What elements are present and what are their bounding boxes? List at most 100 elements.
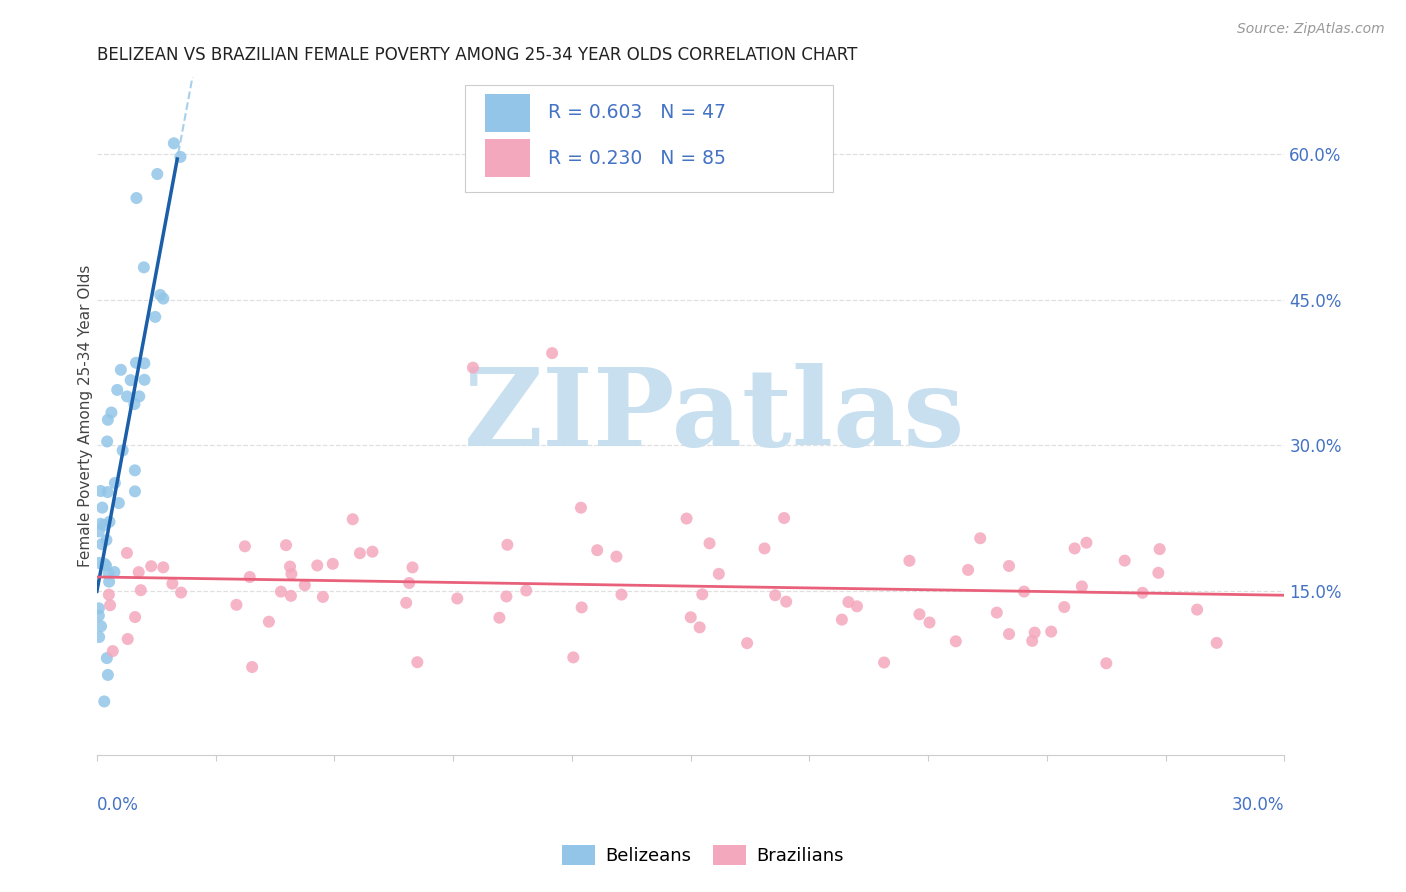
Point (124, 484, 146, 499)
Point (278, 559, 301, 574)
Point (90, 619, 112, 633)
Point (986, 606, 1008, 620)
Point (128, 389, 150, 403)
Point (111, 443, 134, 458)
Point (495, 590, 517, 604)
Point (1147, 566, 1170, 580)
Point (132, 260, 155, 275)
Point (257, 615, 280, 629)
Point (1132, 586, 1154, 600)
Point (1040, 624, 1063, 639)
FancyBboxPatch shape (465, 85, 834, 192)
Point (969, 531, 991, 545)
Point (312, 590, 335, 604)
Point (837, 595, 859, 609)
Point (342, 512, 364, 526)
Point (707, 566, 730, 581)
Text: ZIPatlas: ZIPatlas (464, 363, 965, 469)
Point (143, 310, 166, 324)
Point (270, 584, 292, 599)
Point (104, 476, 127, 491)
Point (1205, 636, 1227, 650)
Point (87, 556, 110, 570)
Point (125, 191, 148, 205)
Legend: Belizeans, Brazilians: Belizeans, Brazilians (555, 838, 851, 872)
Point (610, 588, 633, 602)
Point (845, 599, 868, 614)
Point (152, 560, 174, 574)
Point (91, 500, 114, 515)
Point (149, 288, 172, 302)
Point (90, 483, 112, 498)
Point (89, 516, 111, 531)
Point (128, 565, 150, 579)
Point (98, 574, 121, 589)
Point (94, 558, 117, 573)
Point (541, 346, 564, 360)
Y-axis label: Female Poverty Among 25-34 Year Olds: Female Poverty Among 25-34 Year Olds (79, 265, 93, 567)
Point (349, 546, 371, 560)
Point (170, 585, 193, 599)
Point (93, 518, 115, 533)
Point (689, 620, 711, 634)
Point (108, 496, 131, 510)
Point (163, 136, 186, 151)
Point (97, 668, 120, 682)
Point (401, 560, 423, 574)
Point (361, 544, 384, 558)
Point (97, 413, 120, 427)
Point (152, 292, 174, 306)
Point (96, 434, 118, 449)
Point (562, 650, 585, 665)
Point (240, 660, 263, 674)
Point (103, 565, 125, 579)
Point (873, 656, 896, 670)
Point (96, 651, 118, 665)
Point (225, 598, 247, 612)
Point (461, 360, 484, 375)
Point (322, 557, 344, 571)
Point (100, 405, 122, 419)
Point (675, 511, 697, 525)
Point (87, 608, 110, 623)
Point (120, 373, 142, 387)
Point (124, 610, 146, 624)
Point (280, 589, 302, 603)
Point (1076, 535, 1098, 549)
Point (679, 610, 702, 624)
Point (1114, 554, 1136, 568)
Point (233, 539, 256, 553)
Point (87, 601, 110, 615)
Point (97, 485, 120, 500)
Point (169, 150, 191, 164)
Point (90, 537, 112, 551)
Point (125, 356, 148, 370)
Point (569, 500, 592, 515)
Point (97, 588, 120, 602)
Point (908, 607, 931, 622)
Point (134, 356, 156, 370)
Point (93, 694, 115, 708)
Point (105, 383, 128, 397)
Point (239, 570, 262, 584)
Point (89, 630, 111, 644)
Point (129, 583, 152, 598)
Point (1070, 579, 1092, 593)
Point (1185, 602, 1208, 616)
Point (763, 588, 786, 602)
Point (93, 557, 115, 571)
Text: R = 0.603   N = 47: R = 0.603 N = 47 (548, 103, 725, 122)
Text: R = 0.230   N = 85: R = 0.230 N = 85 (548, 149, 725, 168)
Point (586, 543, 609, 558)
Point (488, 611, 510, 625)
Point (87, 524, 110, 539)
Text: BELIZEAN VS BRAZILIAN FEMALE POVERTY AMONG 25-34 YEAR OLDS CORRELATION CHART: BELIZEAN VS BRAZILIAN FEMALE POVERTY AMO… (97, 46, 858, 64)
Point (754, 541, 776, 556)
Point (998, 558, 1021, 573)
Point (1053, 600, 1076, 615)
Point (1063, 541, 1085, 556)
Point (98, 515, 121, 529)
Point (1149, 542, 1171, 557)
Point (998, 627, 1021, 641)
Text: 0.0%: 0.0% (97, 796, 139, 814)
